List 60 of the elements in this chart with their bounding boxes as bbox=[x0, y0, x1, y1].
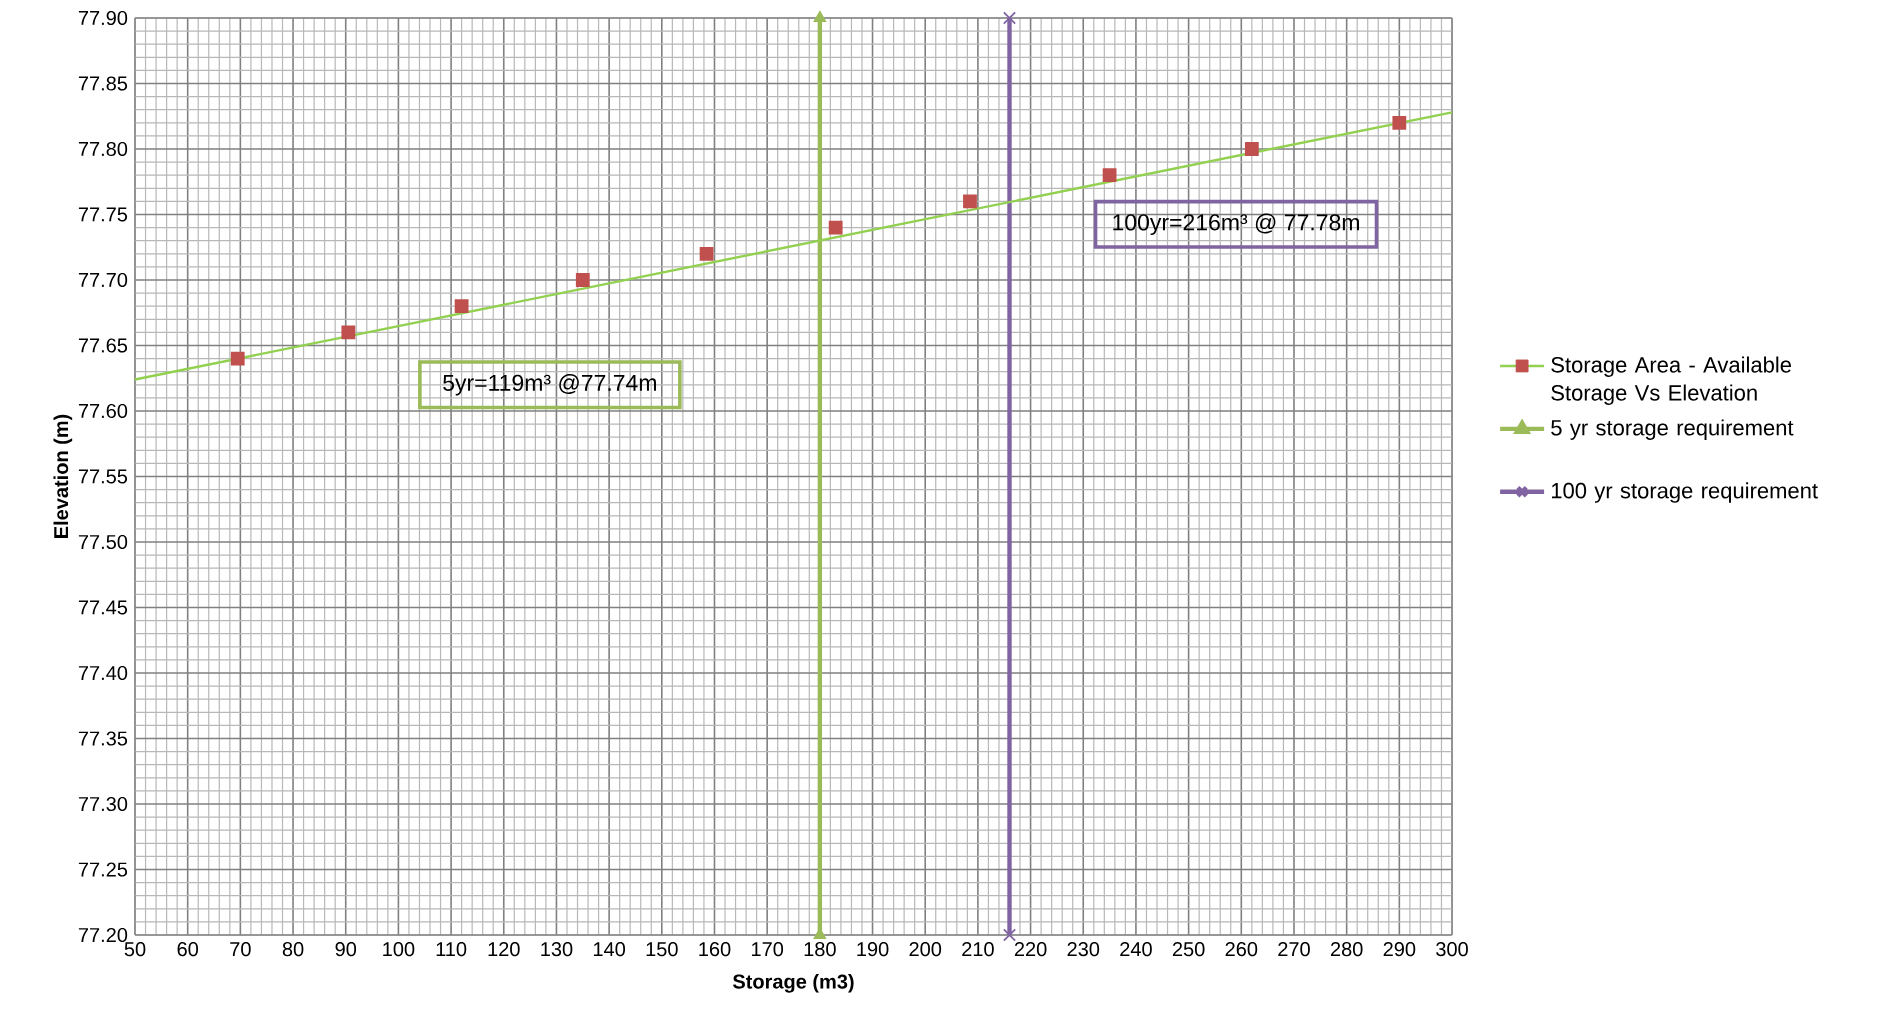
point bbox=[575, 273, 590, 287]
y-tick-label: 77.50 bbox=[78, 534, 128, 550]
legend-label: Storage Area - Available Storage Vs Elevation bbox=[1551, 356, 1791, 405]
y-tick-label: 77.60 bbox=[78, 403, 128, 419]
point bbox=[1102, 168, 1117, 183]
y-tick-label: 77.85 bbox=[78, 76, 128, 91]
legend-label: 100 yr storage requirement bbox=[1551, 482, 1818, 503]
y-tick-label: 77.80 bbox=[78, 141, 128, 157]
x-tick-label: 80 bbox=[282, 942, 304, 957]
y-tick-label: 77.35 bbox=[78, 731, 128, 746]
x-tick-label: 100 bbox=[383, 942, 415, 957]
x-tick-label: 250 bbox=[1172, 942, 1205, 957]
x-tick-label: 60 bbox=[177, 942, 199, 957]
x-tick-label: 150 bbox=[646, 942, 678, 957]
y-tick-label: 77.45 bbox=[78, 600, 128, 615]
annotation: 5yr=119m³ @77.74m bbox=[443, 374, 656, 396]
x-tick-label: 260 bbox=[1225, 942, 1258, 957]
x-tick-label: 190 bbox=[857, 942, 889, 957]
x-tick-label: 180 bbox=[804, 942, 836, 957]
point bbox=[1002, 928, 1017, 942]
y-tick-label: 77.20 bbox=[78, 927, 128, 943]
y-tick-label: 77.30 bbox=[78, 796, 128, 812]
x-tick-label: 300 bbox=[1436, 942, 1468, 957]
x-tick-label: 170 bbox=[752, 942, 784, 957]
x-tick-label: 70 bbox=[230, 942, 251, 957]
y-tick-label: 77.90 bbox=[78, 10, 128, 26]
x-tick-label: 130 bbox=[541, 942, 573, 957]
point bbox=[1392, 115, 1407, 130]
x-tick-label: 220 bbox=[1014, 942, 1047, 957]
x-tick-label: 90 bbox=[335, 942, 357, 957]
x-tick-label: 160 bbox=[699, 942, 731, 957]
x-tick-label: 140 bbox=[593, 942, 626, 957]
y-tick-label: 77.65 bbox=[78, 338, 128, 353]
point bbox=[699, 246, 714, 261]
x-tick-label: 120 bbox=[488, 942, 520, 957]
legend-label: 5 yr storage requirement bbox=[1551, 419, 1794, 440]
y-tick-label: 77.70 bbox=[78, 272, 128, 288]
y-tick-label: 77.25 bbox=[78, 862, 128, 877]
x-tick-label: 280 bbox=[1330, 942, 1363, 957]
x-axis-title: Storage (m3) bbox=[732, 973, 854, 993]
y-tick-label: 77.55 bbox=[78, 469, 128, 484]
x-tick-label: 240 bbox=[1120, 942, 1152, 957]
x-tick-label: 200 bbox=[909, 942, 942, 957]
point bbox=[1244, 142, 1259, 156]
x-tick-label: 210 bbox=[962, 942, 994, 957]
point bbox=[341, 325, 356, 340]
x-tick-label: 50 bbox=[124, 942, 146, 957]
y-tick-label: 77.40 bbox=[78, 665, 128, 681]
point bbox=[828, 220, 843, 235]
point bbox=[1002, 11, 1017, 25]
x-tick-label: 230 bbox=[1067, 942, 1100, 957]
point bbox=[963, 194, 977, 209]
point bbox=[230, 351, 245, 366]
point bbox=[454, 299, 469, 314]
x-tick-label: 270 bbox=[1278, 942, 1310, 957]
annotation: 100yr=216m³ @ 77.78m bbox=[1113, 213, 1359, 236]
x-tick-label: 290 bbox=[1383, 942, 1416, 957]
y-axis-title: Elevation (m) bbox=[53, 414, 73, 538]
y-tick-label: 77.75 bbox=[78, 207, 128, 222]
x-tick-label: 110 bbox=[436, 942, 467, 957]
